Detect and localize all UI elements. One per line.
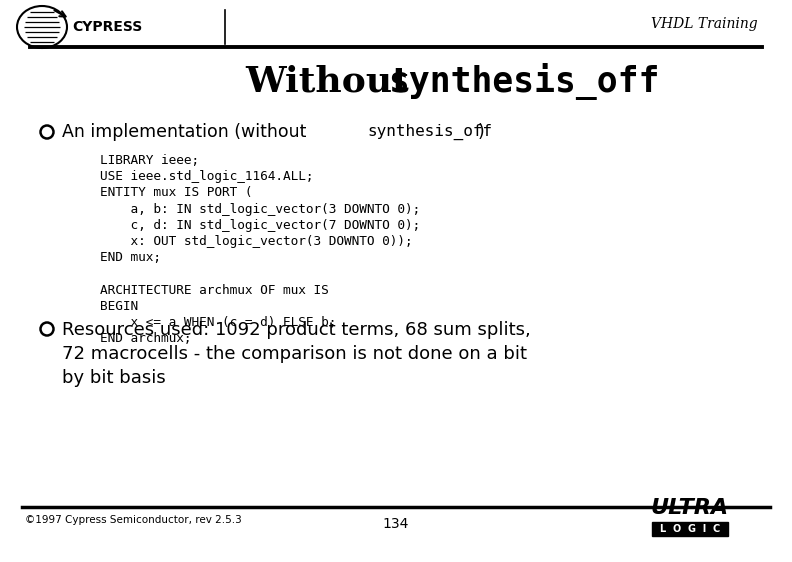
Text: VHDL Training: VHDL Training: [651, 17, 758, 31]
Text: a, b: IN std_logic_vector(3 DOWNTO 0);: a, b: IN std_logic_vector(3 DOWNTO 0);: [100, 202, 421, 216]
Text: BEGIN: BEGIN: [100, 300, 138, 313]
Text: synthesis_off: synthesis_off: [388, 64, 660, 101]
Text: CYPRESS: CYPRESS: [72, 20, 143, 34]
Text: ENTITY mux IS PORT (: ENTITY mux IS PORT (: [100, 187, 253, 200]
Text: Without: Without: [245, 65, 421, 99]
Text: ARCHITECTURE archmux OF mux IS: ARCHITECTURE archmux OF mux IS: [100, 284, 329, 297]
Text: END archmux;: END archmux;: [100, 332, 192, 345]
FancyBboxPatch shape: [652, 522, 728, 536]
Text: Resources used: 1092 product terms, 68 sum splits,: Resources used: 1092 product terms, 68 s…: [62, 321, 531, 339]
Text: 72 macrocells - the comparison is not done on a bit: 72 macrocells - the comparison is not do…: [62, 345, 527, 363]
Text: synthesis_off: synthesis_off: [367, 124, 492, 140]
Text: An implementation (without: An implementation (without: [62, 123, 312, 141]
Text: 134: 134: [383, 517, 409, 531]
Text: c, d: IN std_logic_vector(7 DOWNTO 0);: c, d: IN std_logic_vector(7 DOWNTO 0);: [100, 219, 421, 232]
Text: ULTRA: ULTRA: [651, 498, 729, 518]
Text: USE ieee.std_logic_1164.ALL;: USE ieee.std_logic_1164.ALL;: [100, 170, 314, 183]
Text: ): ): [478, 123, 485, 141]
Text: L  O  G  I  C: L O G I C: [660, 524, 720, 534]
Text: END mux;: END mux;: [100, 251, 161, 264]
Text: ©1997 Cypress Semiconductor, rev 2.5.3: ©1997 Cypress Semiconductor, rev 2.5.3: [25, 515, 242, 525]
Text: LIBRARY ieee;: LIBRARY ieee;: [100, 154, 199, 167]
Text: x: OUT std_logic_vector(3 DOWNTO 0));: x: OUT std_logic_vector(3 DOWNTO 0));: [100, 235, 413, 248]
Text: by bit basis: by bit basis: [62, 369, 166, 387]
Text: x <= a WHEN (c = d) ELSE b;: x <= a WHEN (c = d) ELSE b;: [100, 316, 337, 329]
